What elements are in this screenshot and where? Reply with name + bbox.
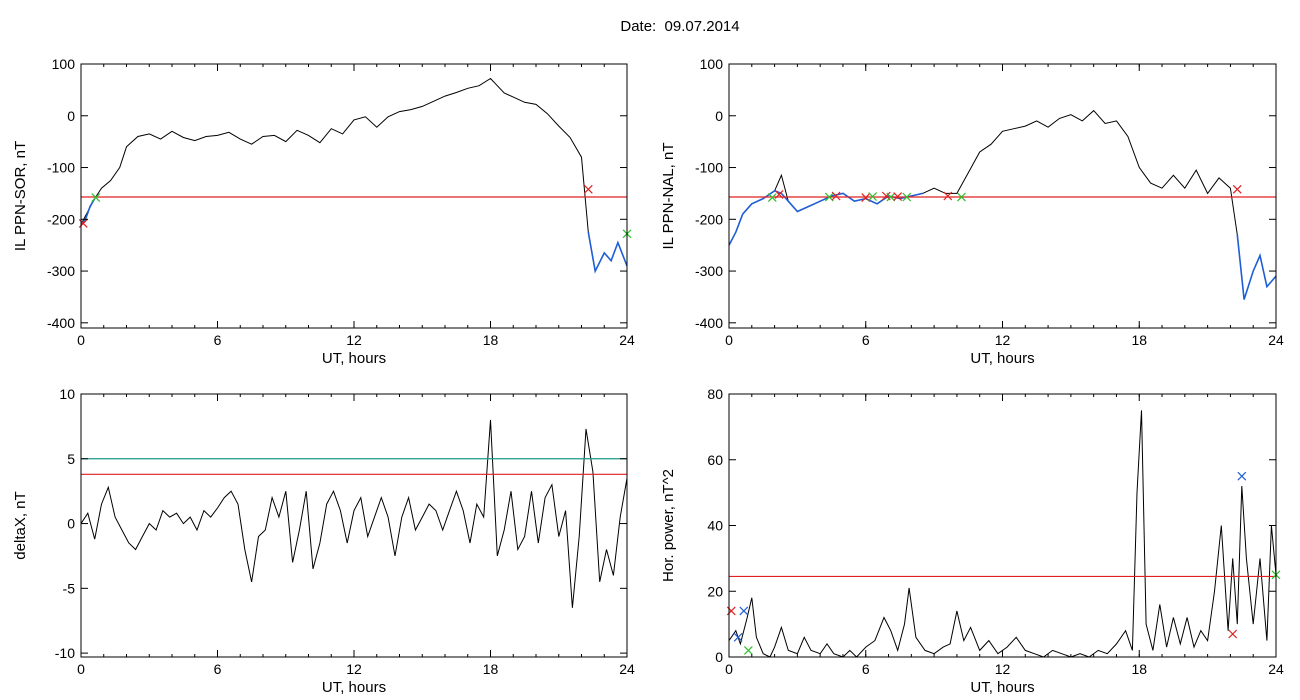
marker-red — [893, 192, 903, 201]
marker-green — [743, 646, 753, 655]
y-tick-label: 20 — [707, 583, 723, 599]
y-tick-label: -200 — [47, 211, 75, 227]
x-axis-label: UT, hours — [970, 679, 1034, 696]
marker-green — [957, 192, 966, 202]
marker-red — [726, 606, 736, 616]
marker-blue — [739, 606, 749, 616]
y-tick-label: -5 — [63, 580, 76, 596]
y-tick-label: -100 — [695, 160, 723, 176]
x-axis-label: UT, hours — [322, 350, 386, 367]
x-tick-label: 0 — [77, 661, 85, 677]
x-tick-label: 12 — [995, 332, 1011, 348]
plot-frame — [80, 393, 628, 658]
x-tick-label: 18 — [1131, 661, 1147, 677]
x-tick-label: 0 — [725, 661, 733, 677]
selected-segment-2 — [587, 232, 627, 274]
x-tick-label: 18 — [483, 661, 499, 677]
y-tick-label: 5 — [67, 451, 75, 467]
x-tick-label: 0 — [725, 332, 733, 348]
x-tick-label: 24 — [619, 661, 635, 677]
deltax-panel: 0 6 12 18 24 10 5 0 -5 -10 UT, hours deltaX, nT — [12, 386, 635, 696]
x-tick-label: 24 — [619, 332, 635, 348]
marker-red — [774, 190, 784, 199]
y-tick-label: 0 — [715, 649, 723, 665]
marker-green — [886, 192, 896, 202]
y-axis-label: IL PPN-SOR, nT — [12, 141, 29, 251]
data-trace — [729, 410, 1276, 657]
x-tick-label: 18 — [483, 332, 499, 348]
selected-segment-1 — [729, 189, 923, 246]
y-tick-label: 60 — [707, 452, 723, 468]
x-tick-label: 6 — [862, 661, 870, 677]
ppn-nal-panel: 0 6 12 18 24 100 0 -100 -200 -300 -400 UT, hours IL … — [660, 56, 1284, 367]
data-trace — [81, 419, 627, 608]
y-tick-label: -100 — [47, 160, 75, 176]
y-tick-label: -400 — [47, 315, 75, 331]
x-tick-label: 6 — [862, 332, 870, 348]
marker-red — [1228, 629, 1238, 639]
x-tick-label: 24 — [1268, 332, 1284, 348]
marker-blue — [733, 632, 743, 642]
ppn-sor-panel: 0 6 12 18 24 100 0 -100 -200 -300 -400 UT, hours IL … — [12, 56, 635, 367]
y-tick-label: 0 — [67, 516, 75, 532]
y-tick-label: 0 — [715, 108, 723, 124]
hor-power-panel: 0 6 12 18 24 80 60 40 20 0 UT, hours Hor. power, nT… — [660, 386, 1284, 696]
page-title: Date: 09.07.2014 — [620, 18, 740, 35]
y-tick-label: -300 — [695, 263, 723, 279]
x-axis-label: UT, hours — [322, 679, 386, 696]
x-tick-label: 12 — [346, 332, 362, 348]
marker-red — [943, 191, 953, 201]
x-tick-label: 18 — [1131, 332, 1147, 348]
y-axis-label: Hor. power, nT^2 — [660, 469, 677, 582]
data-trace — [81, 77, 627, 273]
y-tick-label: -200 — [695, 211, 723, 227]
y-tick-label: 100 — [700, 56, 724, 72]
y-axis-label: IL PPN-NAL, nT — [660, 143, 677, 250]
marker-blue — [1237, 471, 1247, 481]
selected-segment-1 — [81, 198, 96, 226]
plot-frame — [728, 63, 1277, 329]
plot-frame — [728, 393, 1277, 658]
y-axis-label: deltaX, nT — [12, 491, 29, 559]
x-axis-label: UT, hours — [970, 350, 1034, 367]
marker-red — [1232, 184, 1242, 194]
y-tick-label: -300 — [47, 263, 75, 279]
x-tick-label: 12 — [995, 661, 1011, 677]
x-tick-label: 24 — [1268, 661, 1284, 677]
marker-green — [868, 192, 878, 201]
x-tick-label: 6 — [214, 661, 222, 677]
plot-frame — [80, 63, 628, 329]
marker-red — [831, 191, 841, 201]
x-tick-label: 12 — [346, 661, 362, 677]
selected-segment-2 — [1236, 234, 1276, 300]
y-tick-label: -10 — [55, 645, 75, 661]
y-tick-label: 10 — [59, 386, 75, 402]
y-tick-label: -400 — [695, 315, 723, 331]
x-tick-label: 6 — [214, 332, 222, 348]
marker-green — [91, 193, 101, 202]
marker-red — [583, 184, 593, 194]
y-tick-label: 40 — [707, 518, 723, 534]
marker-green — [902, 192, 912, 202]
marker-green — [767, 193, 777, 202]
y-tick-label: 80 — [707, 386, 723, 402]
y-tick-label: 0 — [67, 108, 75, 124]
y-tick-label: 100 — [52, 56, 76, 72]
x-tick-label: 0 — [77, 332, 85, 348]
